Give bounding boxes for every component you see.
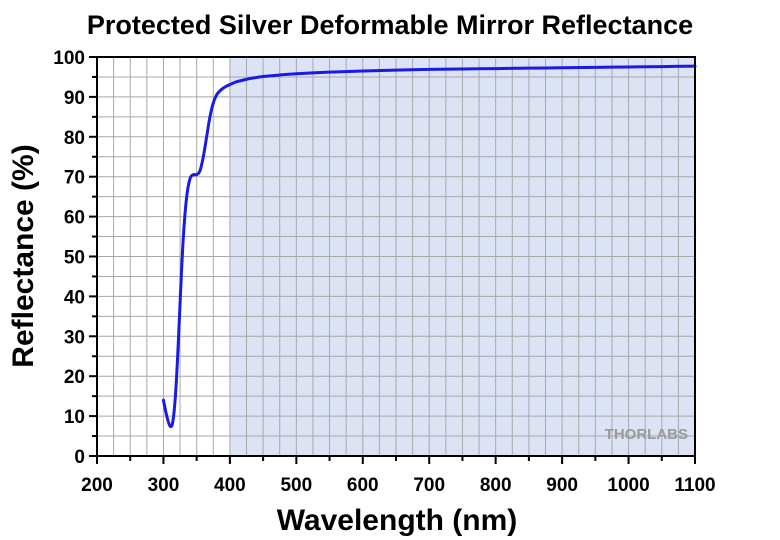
y-tick-label: 0 xyxy=(74,447,85,468)
y-axis-tick-labels: 0 10 20 30 40 50 60 70 80 90 100 xyxy=(53,48,85,468)
y-tick-label: 50 xyxy=(64,248,85,269)
x-tick-label: 700 xyxy=(413,475,445,496)
x-tick-label: 200 xyxy=(81,475,113,496)
axis-ticks xyxy=(89,56,696,464)
x-tick-label: 600 xyxy=(347,475,379,496)
x-axis-tick-labels: 200 300 400 500 600 700 800 900 1000 1100 xyxy=(81,475,715,496)
y-tick-label: 20 xyxy=(64,367,85,388)
x-tick-label: 900 xyxy=(546,475,578,496)
y-tick-label: 70 xyxy=(64,168,85,189)
y-tick-label: 30 xyxy=(64,327,85,348)
y-tick-label: 90 xyxy=(64,88,85,109)
reflectance-curve xyxy=(161,64,697,429)
x-tick-label: 500 xyxy=(280,475,312,496)
x-tick-label: 400 xyxy=(214,475,246,496)
grid-lines xyxy=(97,57,695,456)
y-tick-label: 100 xyxy=(53,48,85,69)
y-tick-label: 80 xyxy=(64,128,85,149)
x-axis-title: Wavelength (nm) xyxy=(277,504,518,537)
y-tick-label: 40 xyxy=(64,287,85,308)
x-tick-label: 1000 xyxy=(607,475,649,496)
thorlabs-watermark: THORLABS xyxy=(605,426,688,443)
y-tick-label: 60 xyxy=(64,208,85,229)
chart-title: Protected Silver Deformable Mirror Refle… xyxy=(87,10,693,40)
x-tick-label: 800 xyxy=(480,475,512,496)
x-tick-label: 1100 xyxy=(674,475,715,496)
y-tick-label: 10 xyxy=(64,407,85,428)
y-axis-title: Reflectance (%) xyxy=(7,144,40,367)
x-tick-label: 300 xyxy=(148,475,180,496)
